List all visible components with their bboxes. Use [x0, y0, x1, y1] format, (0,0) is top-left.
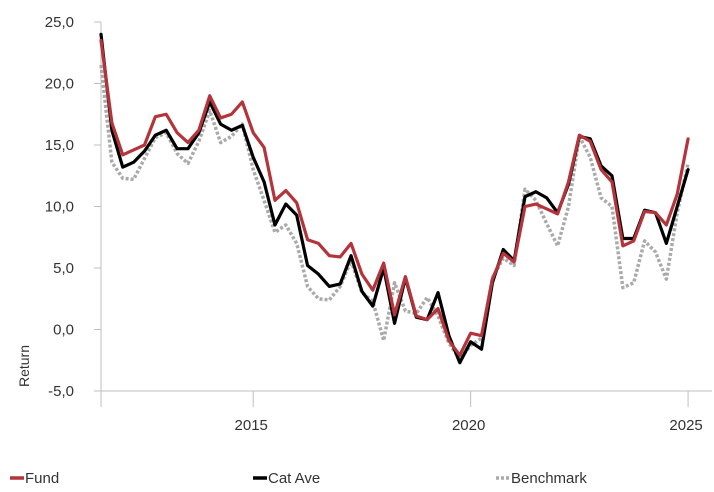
x-tick-label: 2025: [669, 417, 702, 434]
series-line-benchmark: [99, 64, 690, 361]
x-tick-labels: 2015 2020 2025: [100, 391, 703, 434]
y-tick-label: 10,0: [45, 199, 74, 216]
legend-label-cat-ave: Cat Ave: [268, 470, 320, 487]
legend-label-benchmark: Benchmark: [511, 470, 587, 487]
y-tick-label: 25,0: [45, 14, 74, 31]
series-layer: [99, 32, 690, 365]
y-tick-label: 5,0: [53, 260, 74, 277]
y-tick-label: 15,0: [45, 137, 74, 154]
y-tick-label: 20,0: [45, 76, 74, 93]
x-tick-label: 2015: [235, 417, 268, 434]
series-line-cat-ave: [99, 32, 690, 365]
legend-label-fund: Fund: [25, 470, 59, 487]
y-tick-label: -5,0: [48, 383, 74, 400]
y-tick-label: 0,0: [53, 322, 74, 339]
series-line-fund: [99, 38, 690, 357]
legend: Fund Cat Ave Benchmark: [10, 470, 587, 487]
y-tick-labels: 25,0 20,0 15,0 10,0 5,0 0,0 -5,0: [45, 14, 101, 400]
y-axis-title: Return: [16, 345, 32, 387]
x-tick-label: 2020: [452, 417, 485, 434]
axes-layer: [100, 22, 712, 392]
